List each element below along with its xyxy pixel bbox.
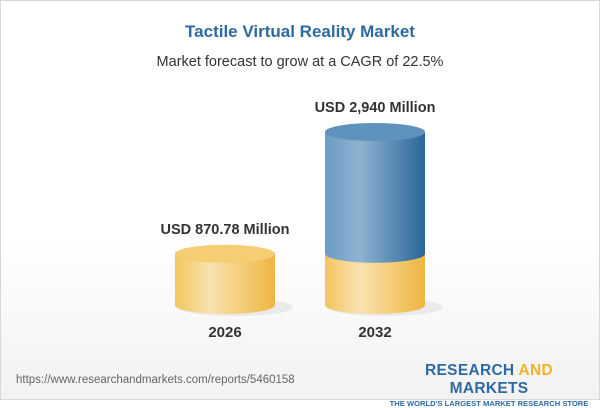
chart-subtitle: Market forecast to grow at a CAGR of 22.… — [156, 54, 444, 70]
category-label: 2032 — [358, 324, 391, 341]
research-and-markets-logo: RESEARCH AND MARKETS THE WORLD'S LARGEST… — [389, 362, 589, 408]
cylinder-growth-segment — [325, 132, 425, 263]
cylinder-base-segment — [325, 253, 425, 314]
source-url[interactable]: https://www.researchandmarkets.com/repor… — [16, 374, 295, 386]
chart-title: Tactile Virtual Reality Market — [185, 22, 415, 41]
cylinder-base-segment — [175, 253, 275, 314]
cylinder-top — [175, 244, 275, 263]
cylinder-top — [325, 123, 425, 141]
data-label: USD 870.78 Million — [161, 222, 290, 238]
category-label: 2026 — [208, 324, 241, 341]
data-label: USD 2,940 Million — [315, 100, 436, 116]
